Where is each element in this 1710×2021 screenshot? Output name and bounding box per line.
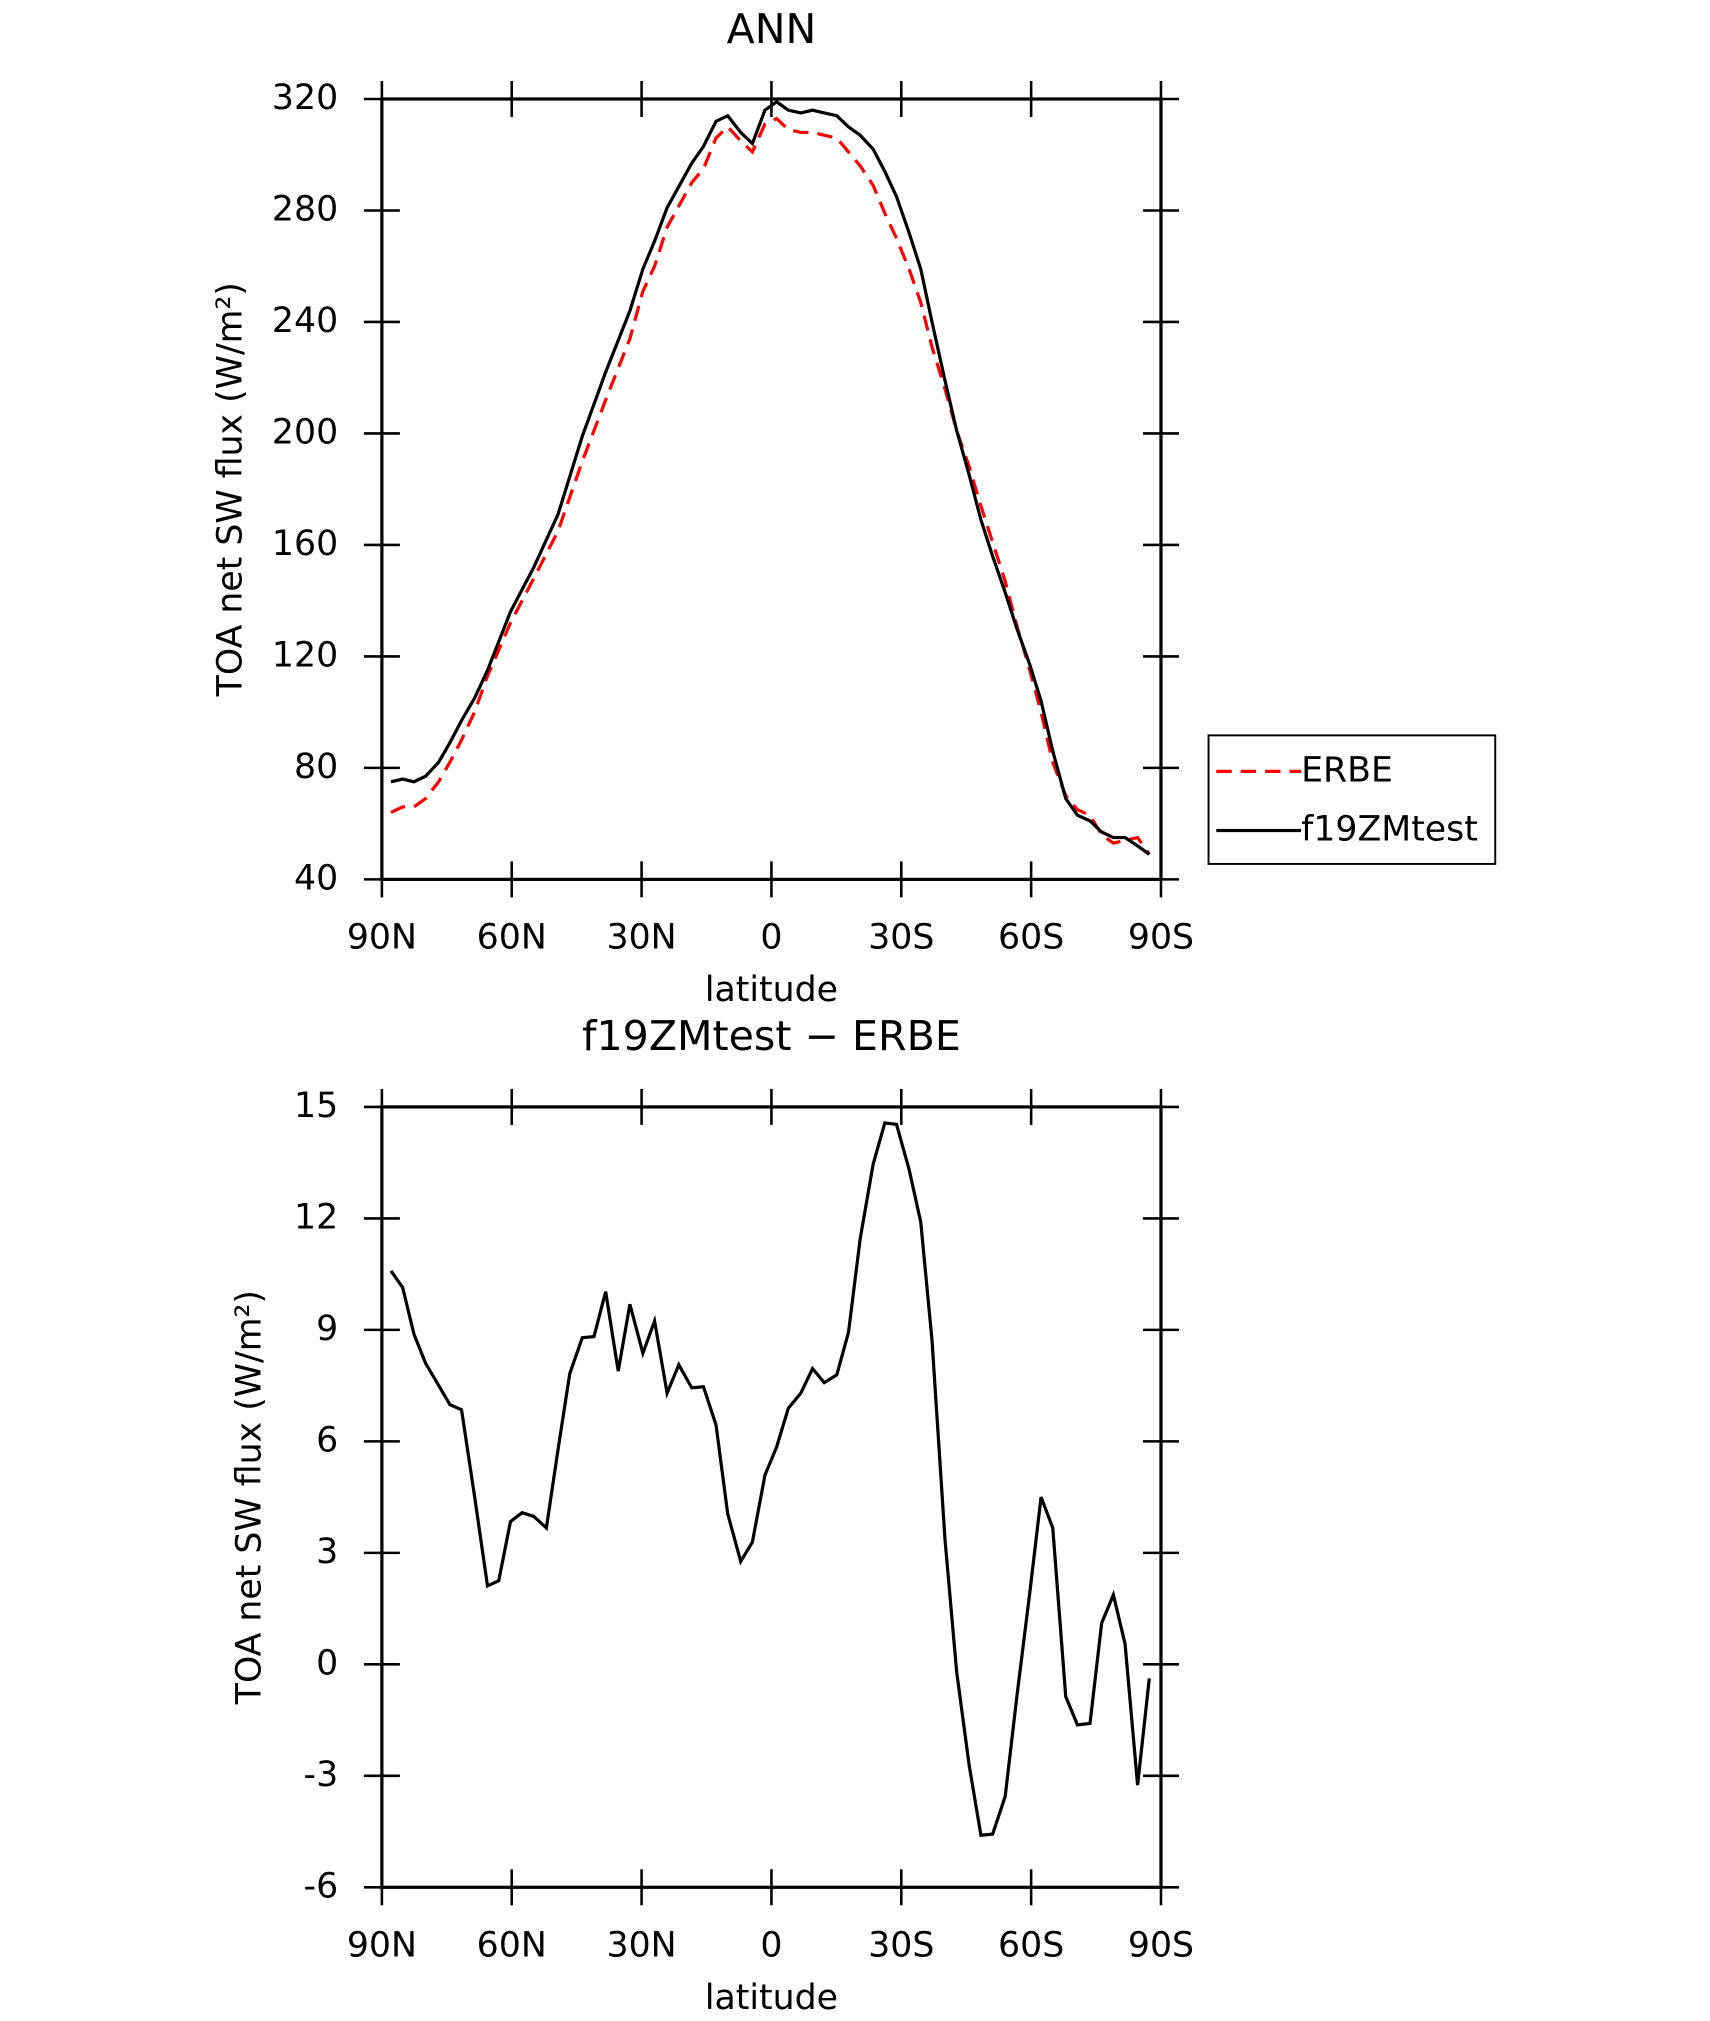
y-tick-label: 280 xyxy=(272,189,338,229)
legend-label: ERBE xyxy=(1301,750,1393,790)
x-tick-label: 30N xyxy=(607,1925,677,1965)
y-tick-label: -3 xyxy=(304,1755,339,1795)
y-axis-label: TOA net SW flux (W/m²) xyxy=(210,282,250,697)
x-tick-label: 90S xyxy=(1128,918,1194,958)
legend: ERBE f19ZMtest xyxy=(1207,734,1497,865)
x-tick-label: 60N xyxy=(477,1925,547,1965)
y-tick-label: 40 xyxy=(294,858,338,898)
y-tick-label: -6 xyxy=(304,1866,339,1906)
x-tick-label: 90S xyxy=(1128,1925,1194,1965)
x-tick-label: 30S xyxy=(868,1925,934,1965)
y-tick-label: 320 xyxy=(272,78,338,118)
chart-panel: f19ZMtest − ERBE latitude TOA net SW flux … xyxy=(230,1012,1194,2018)
x-tick-label: 60S xyxy=(998,1925,1064,1965)
y-tick-label: 9 xyxy=(316,1309,338,1349)
plot-frame xyxy=(380,97,1163,881)
x-axis-label: latitude xyxy=(705,1978,838,2018)
y-tick-label: 240 xyxy=(272,301,338,341)
x-tick-label: 60N xyxy=(477,918,547,958)
x-tick-label: 0 xyxy=(760,918,782,958)
plot-frame xyxy=(380,1105,1163,1889)
y-tick-label: 12 xyxy=(294,1197,338,1237)
y-tick-label: 80 xyxy=(294,747,338,787)
x-tick-label: 30S xyxy=(868,918,934,958)
legend-box xyxy=(1207,734,1497,865)
y-tick-label: 3 xyxy=(316,1532,338,1572)
data-line xyxy=(390,99,1151,856)
x-tick-label: 90N xyxy=(347,1925,417,1965)
x-tick-label: 60S xyxy=(998,918,1064,958)
y-tick-label: 15 xyxy=(294,1086,338,1126)
y-tick-label: 160 xyxy=(272,524,338,564)
x-tick-label: 30N xyxy=(607,918,677,958)
chart-title: ANN xyxy=(727,5,817,53)
x-axis-label: latitude xyxy=(705,970,838,1010)
y-tick-label: 0 xyxy=(316,1643,338,1683)
data-line xyxy=(390,116,1151,856)
y-tick-label: 120 xyxy=(272,635,338,675)
x-tick-label: 90N xyxy=(347,918,417,958)
chart-title: f19ZMtest − ERBE xyxy=(582,1012,961,1060)
y-tick-label: 200 xyxy=(272,412,338,452)
x-tick-label: 0 xyxy=(760,1925,782,1965)
legend-label: f19ZMtest xyxy=(1301,810,1478,850)
y-axis-label: TOA net SW flux (W/m²) xyxy=(230,1290,270,1705)
chart-panel: ANN latitude TOA net SW flux (W/m²) 40 80 120… xyxy=(210,5,1497,1010)
y-tick-label: 6 xyxy=(316,1420,338,1460)
data-line xyxy=(389,1121,1151,1838)
